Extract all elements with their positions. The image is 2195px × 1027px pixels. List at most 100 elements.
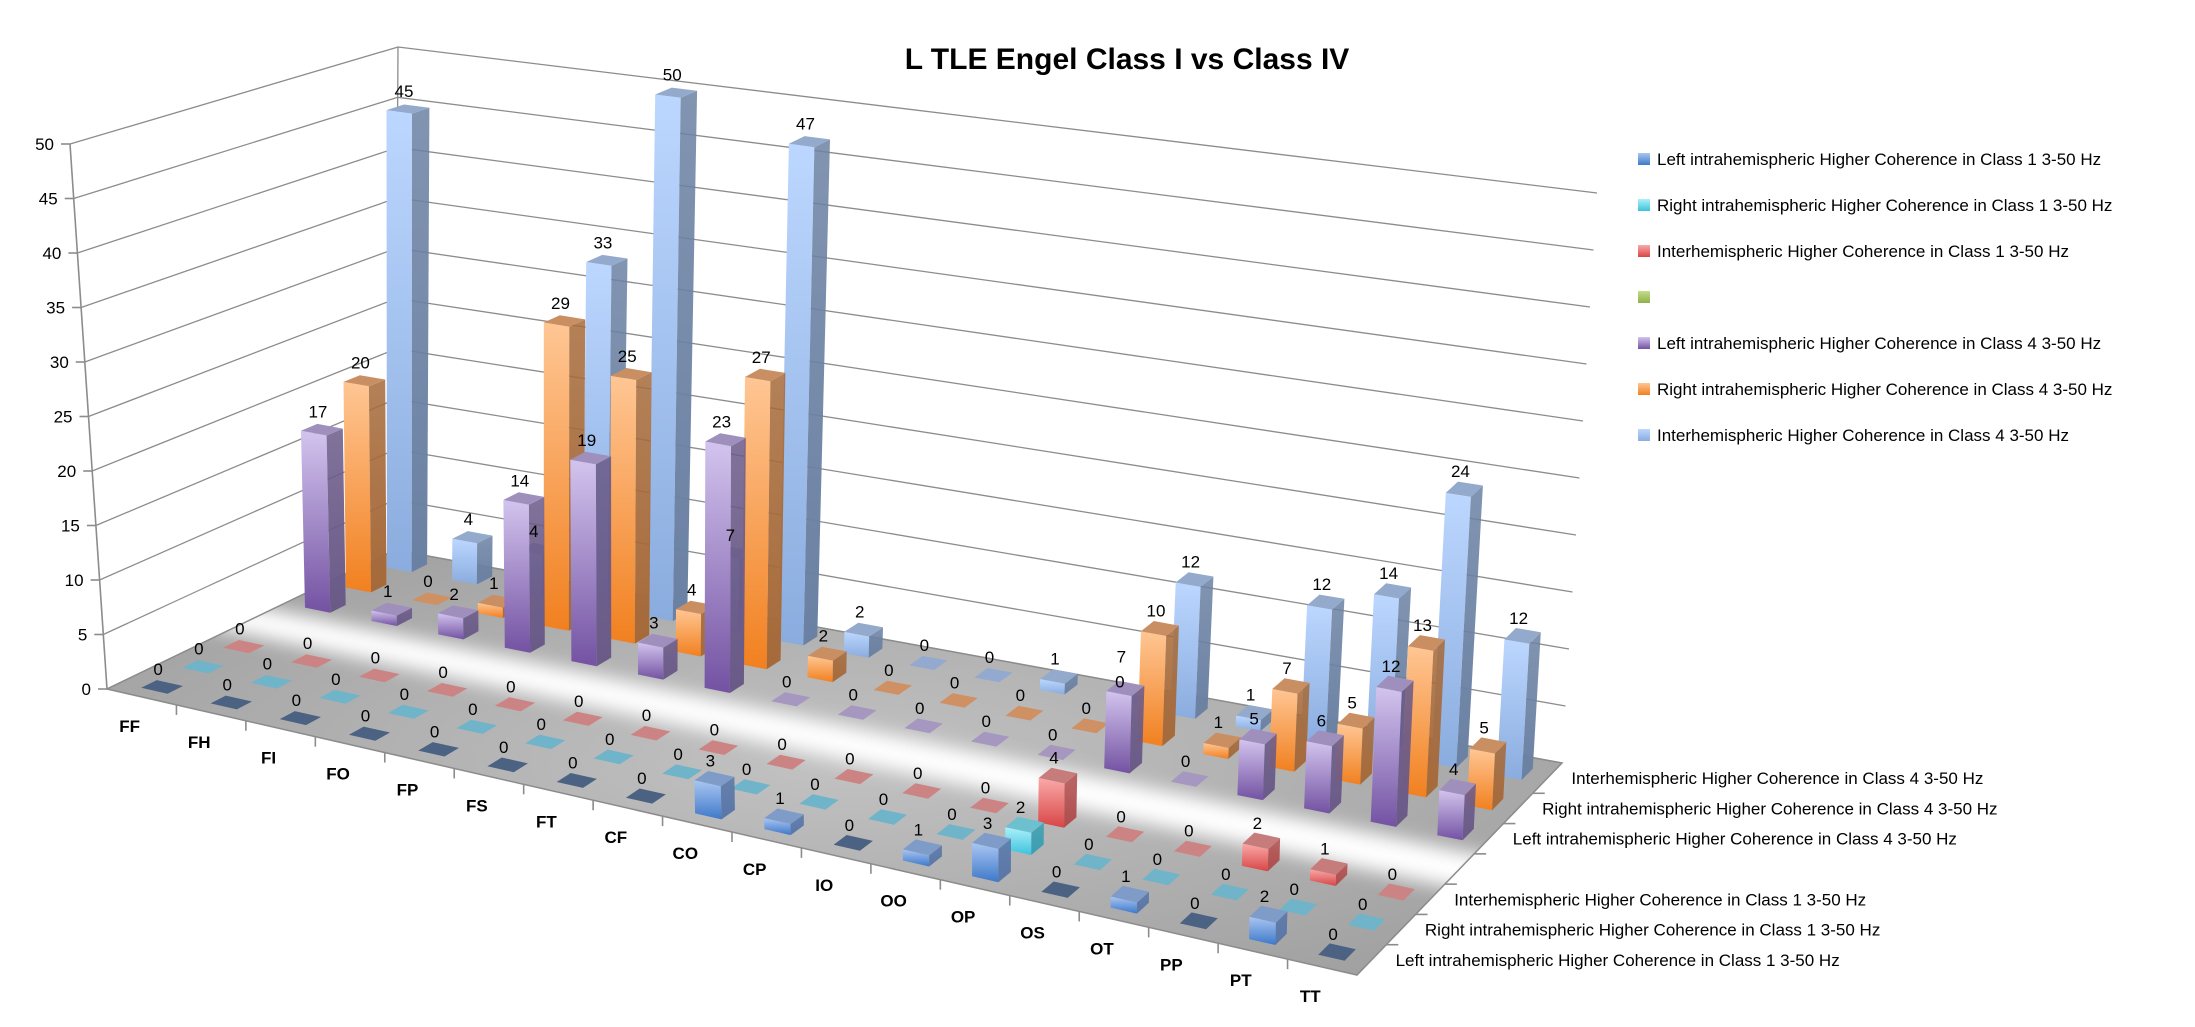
bar-zero-marker bbox=[799, 794, 839, 810]
y-tick-label: 0 bbox=[82, 680, 91, 699]
bar bbox=[141, 680, 183, 694]
bar bbox=[1104, 680, 1145, 774]
data-label: 14 bbox=[510, 472, 529, 491]
bar-side-face bbox=[1329, 735, 1344, 814]
bar-top-face bbox=[1040, 669, 1078, 684]
bar bbox=[630, 726, 671, 741]
bar bbox=[452, 531, 493, 585]
bar-front-face bbox=[1235, 715, 1261, 732]
chart-axes: 05101520253035404550FFFHFIFOFPFSFTCFCOCP… bbox=[35, 135, 1997, 1006]
data-label: 0 bbox=[742, 760, 751, 779]
bar bbox=[1300, 594, 1345, 744]
bar-zero-marker bbox=[904, 718, 943, 734]
bar bbox=[494, 697, 536, 712]
data-label: 0 bbox=[1116, 807, 1125, 826]
bar-top-face bbox=[1203, 732, 1241, 748]
bar-zero-marker bbox=[223, 640, 265, 654]
bar bbox=[1005, 816, 1044, 855]
bar bbox=[1073, 853, 1112, 871]
bar bbox=[974, 668, 1013, 683]
bar-side-face bbox=[368, 379, 387, 593]
bar-top-face bbox=[972, 832, 1011, 849]
bar-side-face bbox=[1492, 742, 1507, 811]
data-label: 14 bbox=[1379, 564, 1398, 583]
bar-front-face bbox=[972, 842, 999, 883]
data-label: 20 bbox=[351, 354, 370, 373]
legend-swatch bbox=[1638, 383, 1650, 395]
data-label: 0 bbox=[331, 670, 340, 689]
bar-front-face bbox=[1370, 687, 1402, 827]
bar-front-face bbox=[1249, 916, 1276, 945]
category-label: PP bbox=[1160, 955, 1183, 974]
data-label: 0 bbox=[848, 686, 857, 705]
bar bbox=[807, 646, 847, 683]
bar bbox=[902, 783, 942, 799]
bar-zero-marker bbox=[1377, 883, 1415, 901]
bar bbox=[648, 87, 698, 622]
category-label: FH bbox=[188, 733, 211, 752]
bar-front-face bbox=[477, 602, 503, 618]
bar-front-face bbox=[638, 642, 664, 680]
bar bbox=[1039, 669, 1078, 695]
bar-side-face bbox=[595, 456, 612, 667]
bar-zero-marker bbox=[662, 764, 702, 780]
gridline bbox=[77, 146, 1591, 308]
bar bbox=[223, 640, 265, 654]
legend-swatch bbox=[1638, 245, 1650, 257]
bar-front-face bbox=[741, 377, 771, 670]
category-label: CP bbox=[743, 860, 767, 879]
bar-top-face bbox=[343, 375, 386, 387]
legend-item: Interhemispheric Higher Coherence in Cla… bbox=[1638, 426, 2069, 445]
bar-side-face bbox=[868, 627, 883, 658]
bar-top-face bbox=[1504, 628, 1541, 644]
bar-top-face bbox=[1175, 572, 1214, 587]
bar bbox=[638, 633, 678, 680]
data-label: 5 bbox=[1479, 718, 1488, 737]
data-label: 2 bbox=[1253, 814, 1262, 833]
bar-top-face bbox=[610, 368, 652, 380]
bar-side-face bbox=[1456, 485, 1483, 768]
y-tick-label: 5 bbox=[78, 626, 87, 645]
data-label: 0 bbox=[1084, 835, 1093, 854]
bar bbox=[1249, 905, 1288, 945]
data-label: 0 bbox=[468, 700, 477, 719]
bar-top-face bbox=[452, 531, 493, 544]
data-label: 7 bbox=[1282, 659, 1291, 678]
data-label: 0 bbox=[1115, 672, 1124, 691]
bar-front-face bbox=[764, 818, 791, 836]
legend-item bbox=[1638, 291, 1650, 303]
bar-zero-marker bbox=[1142, 868, 1181, 886]
bar-top-face bbox=[1310, 858, 1348, 875]
bar-zero-marker bbox=[909, 656, 948, 670]
data-label: 0 bbox=[361, 707, 370, 726]
bar bbox=[1142, 868, 1181, 886]
bar bbox=[301, 423, 346, 613]
bar-front-face bbox=[843, 631, 870, 658]
data-label: 0 bbox=[438, 663, 447, 682]
bar-top-face bbox=[902, 839, 942, 856]
bar-front-face bbox=[778, 143, 815, 646]
bar bbox=[1005, 705, 1044, 721]
bar bbox=[704, 433, 746, 693]
data-label: 17 bbox=[308, 403, 327, 422]
data-label: 2 bbox=[855, 603, 864, 622]
bar bbox=[771, 692, 811, 707]
bar bbox=[1241, 832, 1281, 872]
bar bbox=[1106, 826, 1145, 843]
legend-label: Right intrahemispheric Higher Coherence … bbox=[1657, 380, 2112, 399]
data-label: 0 bbox=[673, 745, 682, 764]
data-label: 25 bbox=[618, 347, 637, 366]
legend-swatch bbox=[1638, 291, 1650, 303]
bar-zero-marker bbox=[974, 668, 1013, 683]
data-label: 0 bbox=[1388, 865, 1397, 884]
bar bbox=[456, 719, 497, 734]
bar-top-face bbox=[1272, 678, 1310, 694]
data-label: 0 bbox=[1048, 725, 1057, 744]
y-axis bbox=[69, 143, 108, 690]
bar bbox=[250, 675, 292, 689]
bar-front-face bbox=[1137, 631, 1167, 747]
legend-swatch bbox=[1638, 337, 1650, 349]
y-tick-label: 20 bbox=[57, 462, 76, 481]
data-label: 3 bbox=[649, 614, 658, 633]
data-label: 33 bbox=[593, 233, 612, 252]
